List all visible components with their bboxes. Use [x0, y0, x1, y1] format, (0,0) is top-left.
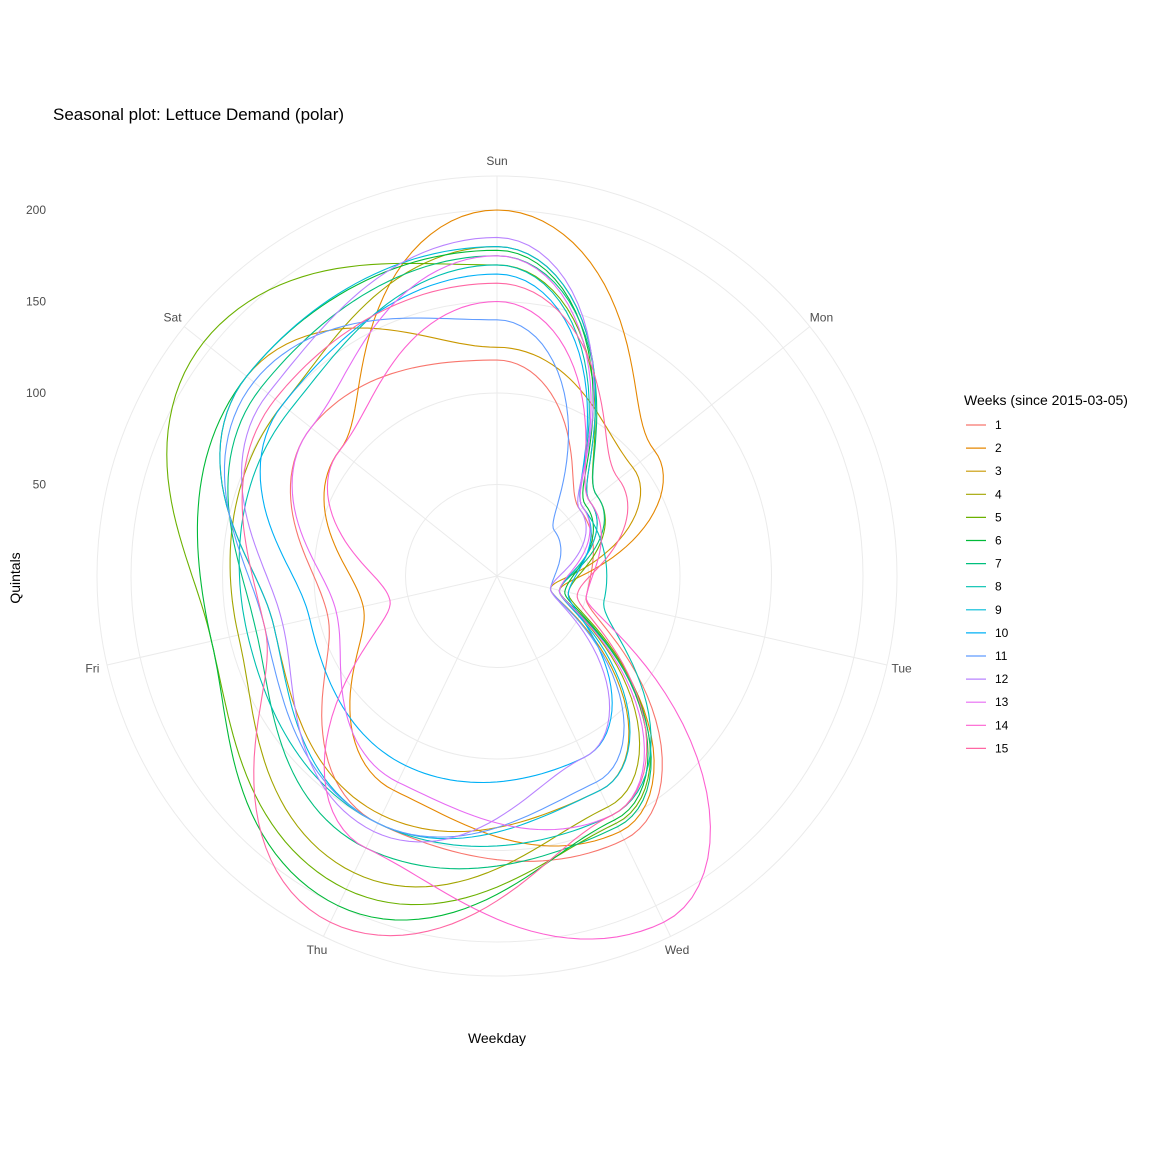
series-line-week-9 [219, 246, 631, 840]
series-line-week-1 [289, 359, 663, 862]
legend-label-week-13: 13 [995, 695, 1009, 709]
legend-label-week-7: 7 [995, 557, 1002, 571]
legend-label-week-6: 6 [995, 534, 1002, 548]
legend-label-week-4: 4 [995, 487, 1002, 501]
legend-label-week-10: 10 [995, 626, 1009, 640]
x-axis-title: Weekday [468, 1030, 526, 1046]
weekday-label-fri: Fri [85, 661, 99, 675]
grid-spoke-mon [496, 326, 811, 577]
weekday-label-sat: Sat [164, 310, 183, 324]
radial-tick-50: 50 [33, 478, 47, 492]
legend: Weeks (since 2015-03-05) 123456789101112… [964, 392, 1128, 755]
radial-tick-200: 200 [26, 203, 46, 217]
radial-tick-150: 150 [26, 295, 46, 309]
legend-label-week-2: 2 [995, 441, 1002, 455]
legend-label-week-11: 11 [995, 649, 1008, 663]
weekday-label-wed: Wed [665, 943, 689, 957]
grid-spoke-wed [496, 575, 672, 937]
series-lines [166, 209, 711, 940]
grid-spoke-sat [183, 326, 498, 577]
weekday-label-tue: Tue [891, 661, 912, 675]
series-line-week-2 [323, 209, 664, 847]
series-line-week-14 [323, 300, 711, 940]
legend-label-week-3: 3 [995, 464, 1002, 478]
legend-label-week-14: 14 [995, 718, 1009, 732]
weekday-label-thu: Thu [307, 943, 328, 957]
weekday-label-mon: Mon [810, 310, 833, 324]
series-line-week-11 [223, 317, 625, 838]
polar-grid [96, 175, 898, 977]
grid-spoke-fri [106, 575, 498, 666]
series-line-week-6 [196, 249, 649, 921]
radial-tick-100: 100 [26, 386, 46, 400]
grid-spoke-thu [322, 575, 498, 937]
legend-label-week-8: 8 [995, 580, 1002, 594]
legend-label-week-9: 9 [995, 603, 1002, 617]
series-line-week-5 [166, 262, 651, 906]
series-line-week-8 [238, 264, 652, 847]
chart-title: Seasonal plot: Lettuce Demand (polar) [53, 105, 344, 124]
series-line-week-12 [240, 236, 611, 843]
series-line-week-15 [241, 282, 648, 937]
legend-label-week-5: 5 [995, 510, 1002, 524]
legend-label-week-15: 15 [995, 741, 1009, 755]
legend-label-week-12: 12 [995, 672, 1009, 686]
legend-title: Weeks (since 2015-03-05) [964, 392, 1128, 408]
legend-label-week-1: 1 [995, 418, 1002, 432]
weekday-label-sun: Sun [486, 154, 507, 168]
series-line-week-13 [291, 255, 645, 831]
tick-labels: Sun Mon Tue Wed Thu Fri Sat 50 100 150 200 [26, 154, 912, 957]
y-axis-title: Quintals [7, 552, 23, 603]
series-line-week-7 [227, 255, 652, 870]
grid-spoke-tue [496, 575, 888, 666]
